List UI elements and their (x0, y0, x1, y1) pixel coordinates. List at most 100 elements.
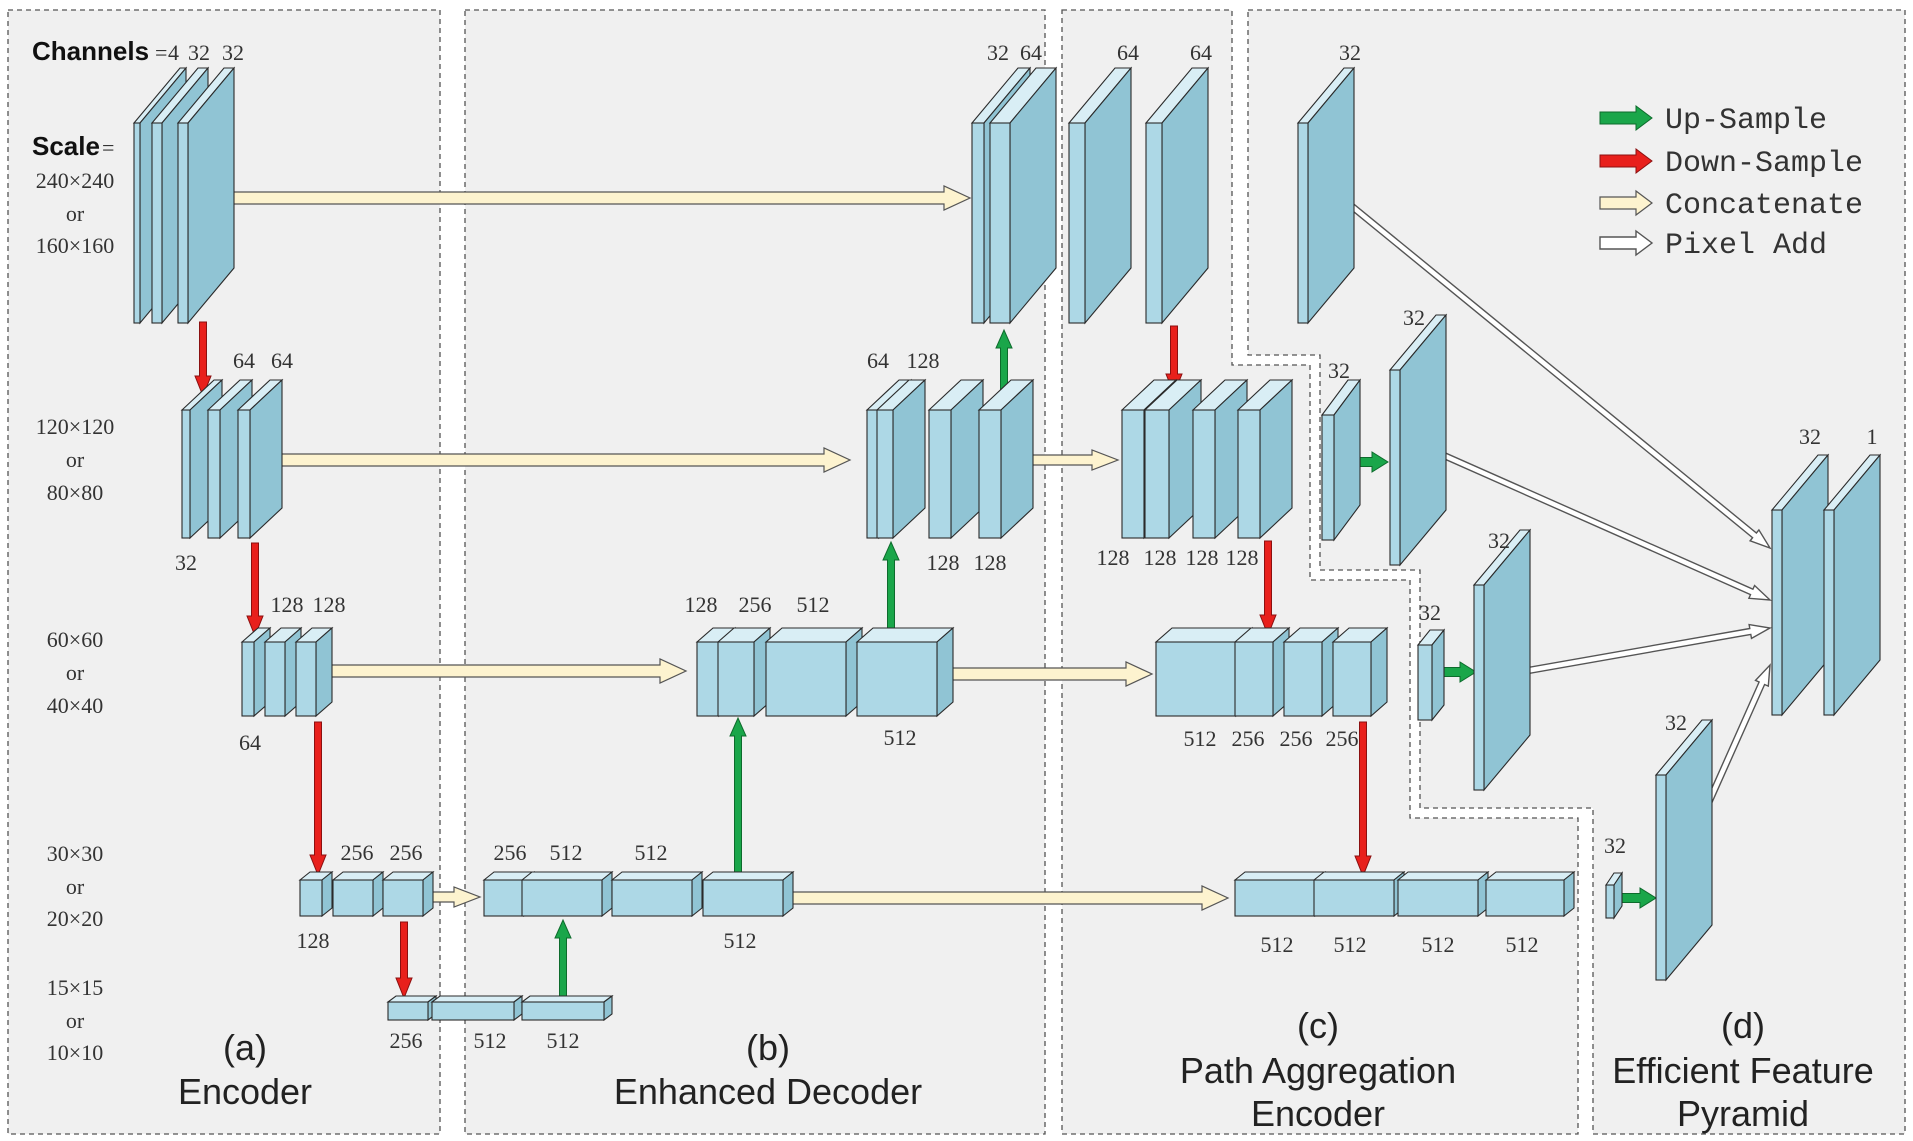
block-front-face (1389, 369, 1401, 566)
block-front-face (1068, 122, 1086, 324)
channel-label: 64 (233, 348, 255, 373)
channel-label: 512 (635, 840, 668, 865)
block-front-face (876, 409, 894, 539)
channel-label: 512 (474, 1028, 507, 1053)
channel-label: 256 (390, 840, 423, 865)
block-front-face (717, 641, 755, 717)
feature-map-block (1604, 871, 1624, 920)
channel-label: 32 (175, 550, 197, 575)
channels-eq: = (155, 40, 167, 65)
channel-label: 512 (724, 928, 757, 953)
concatenate-arrow (784, 885, 1230, 911)
channel-label: 128 (974, 550, 1007, 575)
feature-map-block (1144, 66, 1210, 325)
scale-value: 40×40 (47, 693, 103, 718)
channel-label: 512 (797, 592, 830, 617)
scale-value: 60×60 (47, 627, 103, 652)
channel-label: 64 (1020, 40, 1042, 65)
panel-letter: (d) (1721, 1005, 1765, 1046)
channel-labels: 64 64 32 128 128 64 256 256 128 256 512 … (175, 40, 1878, 1053)
feature-map-block (294, 626, 334, 718)
channel-label: 128 (927, 550, 960, 575)
block-front-face (332, 879, 374, 917)
feature-map-block (1233, 626, 1291, 718)
feature-map-block (430, 994, 524, 1022)
block-side-face (321, 870, 333, 918)
feature-map-block (1416, 628, 1446, 722)
down-sample-arrow (1259, 540, 1277, 637)
channel-value: 32 (188, 40, 210, 65)
channel-label: 256 (341, 840, 374, 865)
legend-label-pixel-add: Pixel Add (1665, 229, 1827, 263)
feature-map-block (1822, 453, 1882, 717)
scale-label: Scale (32, 131, 100, 161)
scale-or: or (66, 660, 85, 685)
channel-label: 128 (271, 592, 304, 617)
channel-label: 32 (1799, 424, 1821, 449)
channel-label: 256 (1232, 726, 1265, 751)
panel-title: Enhanced Decoder (614, 1071, 922, 1112)
panel-letter: (b) (746, 1027, 790, 1068)
concatenate-arrow (269, 447, 852, 473)
channel-label: 256 (1326, 726, 1359, 751)
block-front-face (1145, 122, 1163, 324)
channel-label: 512 (550, 840, 583, 865)
block-front-face (989, 122, 1011, 324)
block-front-face (133, 122, 141, 324)
block-side-face (1563, 870, 1575, 918)
block-front-face (1823, 509, 1835, 716)
feature-map-block (977, 378, 1035, 540)
concatenate-legend-icon (1599, 189, 1653, 217)
channel-label: 512 (1506, 932, 1539, 957)
panel-captions: (a) Encoder (b) Enhanced Decoder (c) Pat… (178, 1005, 1874, 1134)
channel-label: 128 (1144, 545, 1177, 570)
block-front-face (151, 122, 163, 324)
up-sample-legend-icon (1599, 105, 1653, 131)
channel-label: 256 (1280, 726, 1313, 751)
channel-label: 1 (1867, 424, 1878, 449)
block-front-face (1313, 879, 1395, 917)
block-front-face (1297, 122, 1309, 324)
feature-map-block (764, 626, 864, 718)
feature-map-block (1770, 453, 1830, 717)
feature-map-block (1484, 870, 1576, 918)
scale-labels: 240×240 or 160×160 120×120 or 80×80 60×6… (36, 168, 114, 1065)
down-sample-arrow (395, 921, 413, 1000)
block-front-face (611, 879, 693, 917)
up-sample-arrow (882, 540, 900, 641)
feature-map-block (1233, 870, 1327, 918)
legend-label-concatenate: Concatenate (1665, 189, 1863, 223)
panel-title: Path Aggregation (1180, 1050, 1456, 1091)
arrows-layer (194, 185, 1773, 1001)
block-front-face (1144, 409, 1170, 539)
block-front-face (264, 641, 286, 717)
channel-label: 128 (297, 928, 330, 953)
channel-label: 256 (739, 592, 772, 617)
feature-map-block (1282, 626, 1340, 718)
scale-value: 240×240 (36, 168, 114, 193)
feature-map-block (1396, 870, 1490, 918)
scale-or: or (66, 874, 85, 899)
feature-map-block (1654, 718, 1714, 982)
block-side-face (782, 870, 794, 918)
block-front-face (765, 641, 847, 717)
feature-map-blocks (132, 66, 1882, 1022)
channel-label: 512 (547, 1028, 580, 1053)
block-front-face (483, 879, 525, 917)
block-front-face (1155, 641, 1237, 717)
scale-value: 120×120 (36, 414, 114, 439)
block-front-face (1473, 584, 1485, 791)
down-sample-arrow (1354, 721, 1372, 878)
block-top-face (1484, 871, 1576, 881)
feature-map-block (1312, 870, 1406, 918)
block-side-face (1370, 626, 1388, 718)
block-front-face (1397, 879, 1479, 917)
channel-label: 512 (1261, 932, 1294, 957)
down-sample-arrow (246, 542, 264, 638)
feature-map-block (236, 378, 284, 540)
panel-title: Pyramid (1677, 1093, 1809, 1134)
block-front-face (521, 879, 603, 917)
block-side-face (422, 870, 434, 918)
channel-label: 32 (1403, 305, 1425, 330)
